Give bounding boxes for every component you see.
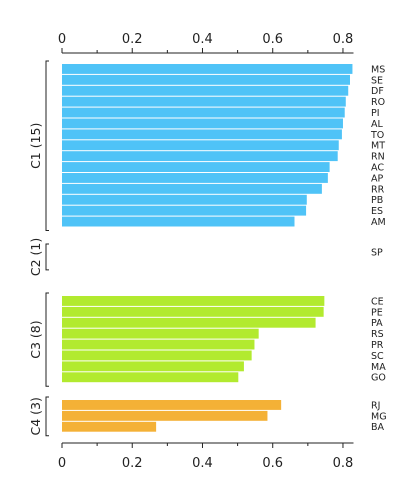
state-label-sp: SP xyxy=(371,247,383,258)
bar-pe xyxy=(62,306,324,317)
state-label-pe: PE xyxy=(371,307,383,318)
group-label-c2: C2 (1) xyxy=(28,238,43,276)
state-label-go: GO xyxy=(371,373,386,384)
bar-es xyxy=(62,205,307,216)
state-label-rj: RJ xyxy=(371,400,380,411)
state-label-rn: RN xyxy=(371,152,385,163)
bottom-tick-label: 0.6 xyxy=(262,456,283,471)
bottom-axis: 0 0.2 0.4 0.6 0.8 xyxy=(58,442,354,471)
bar-ma xyxy=(62,361,244,372)
top-tick-label: 0.2 xyxy=(122,32,143,47)
state-label-pb: PB xyxy=(371,195,383,206)
group-bracket-c2 xyxy=(45,243,49,271)
bar-ro xyxy=(62,96,346,107)
bottom-tick-label: 0.2 xyxy=(122,456,143,471)
group-bracket-c3 xyxy=(45,292,49,387)
state-label-ro: RO xyxy=(371,97,385,108)
state-label-mt: MT xyxy=(371,141,385,152)
bar-rj xyxy=(62,400,282,410)
state-label-rs: RS xyxy=(371,329,384,340)
bar-to xyxy=(62,129,342,140)
state-label-al: AL xyxy=(371,119,383,130)
state-label-ac: AC xyxy=(371,162,384,173)
state-label-pr: PR xyxy=(371,340,384,351)
group-bracket-c1 xyxy=(45,60,49,231)
state-label-mg: MG xyxy=(371,411,387,422)
state-label-df: DF xyxy=(371,86,384,97)
bottom-tick-label: 0 xyxy=(58,456,66,471)
state-label-ce: CE xyxy=(371,296,384,307)
state-label-pa: PA xyxy=(371,318,383,329)
top-tick-label: 0.4 xyxy=(192,32,213,47)
bar-ac xyxy=(62,162,330,172)
bar-pr xyxy=(62,339,255,350)
top-tick-label: 0.8 xyxy=(333,32,354,47)
bar-mg xyxy=(62,410,268,421)
bar-mt xyxy=(62,140,339,151)
group-label-c1: C1 (15) xyxy=(28,123,43,169)
bar-ce xyxy=(62,296,325,306)
group-bracket-c4 xyxy=(45,396,49,437)
state-label-to: TO xyxy=(370,130,384,141)
bar-rn xyxy=(62,151,338,162)
bar-ba xyxy=(62,421,157,432)
bar-pi xyxy=(62,107,345,118)
bar-se xyxy=(62,74,350,85)
bar-am xyxy=(62,216,295,227)
state-label-se: SE xyxy=(371,75,383,86)
state-label-ma: MA xyxy=(371,362,386,373)
bar-area xyxy=(62,64,353,432)
state-label-rr: RR xyxy=(371,184,385,195)
bottom-tick-label: 0.4 xyxy=(192,456,213,471)
state-label-ms: MS xyxy=(371,64,385,75)
bar-rr xyxy=(62,183,322,194)
bar-sc xyxy=(62,350,252,361)
group-brackets: C1 (15) C2 (1) C3 (8) C4 (3) xyxy=(28,60,49,437)
state-label-sc: SC xyxy=(371,351,384,362)
top-tick-label: 0.6 xyxy=(262,32,283,47)
bar-rs xyxy=(62,328,259,339)
bar-ms xyxy=(62,64,353,74)
state-label-pi: PI xyxy=(371,108,380,119)
bar-ap xyxy=(62,173,328,183)
bottom-tick-label: 0.8 xyxy=(333,456,354,471)
state-label-am: AM xyxy=(371,217,386,228)
bar-pb xyxy=(62,194,307,205)
group-label-c4: C4 (3) xyxy=(28,397,43,435)
bar-al xyxy=(62,118,343,129)
state-label-ba: BA xyxy=(371,422,385,433)
group-label-c3: C3 (8) xyxy=(28,320,43,358)
bar-go xyxy=(62,372,239,383)
top-tick-label: 0 xyxy=(58,32,66,47)
bar-df xyxy=(62,85,349,96)
state-label-es: ES xyxy=(371,206,383,217)
state-label-ap: AP xyxy=(371,173,383,184)
top-axis: 0 0.2 0.4 0.6 0.8 xyxy=(58,32,354,54)
bar-pa xyxy=(62,317,316,328)
